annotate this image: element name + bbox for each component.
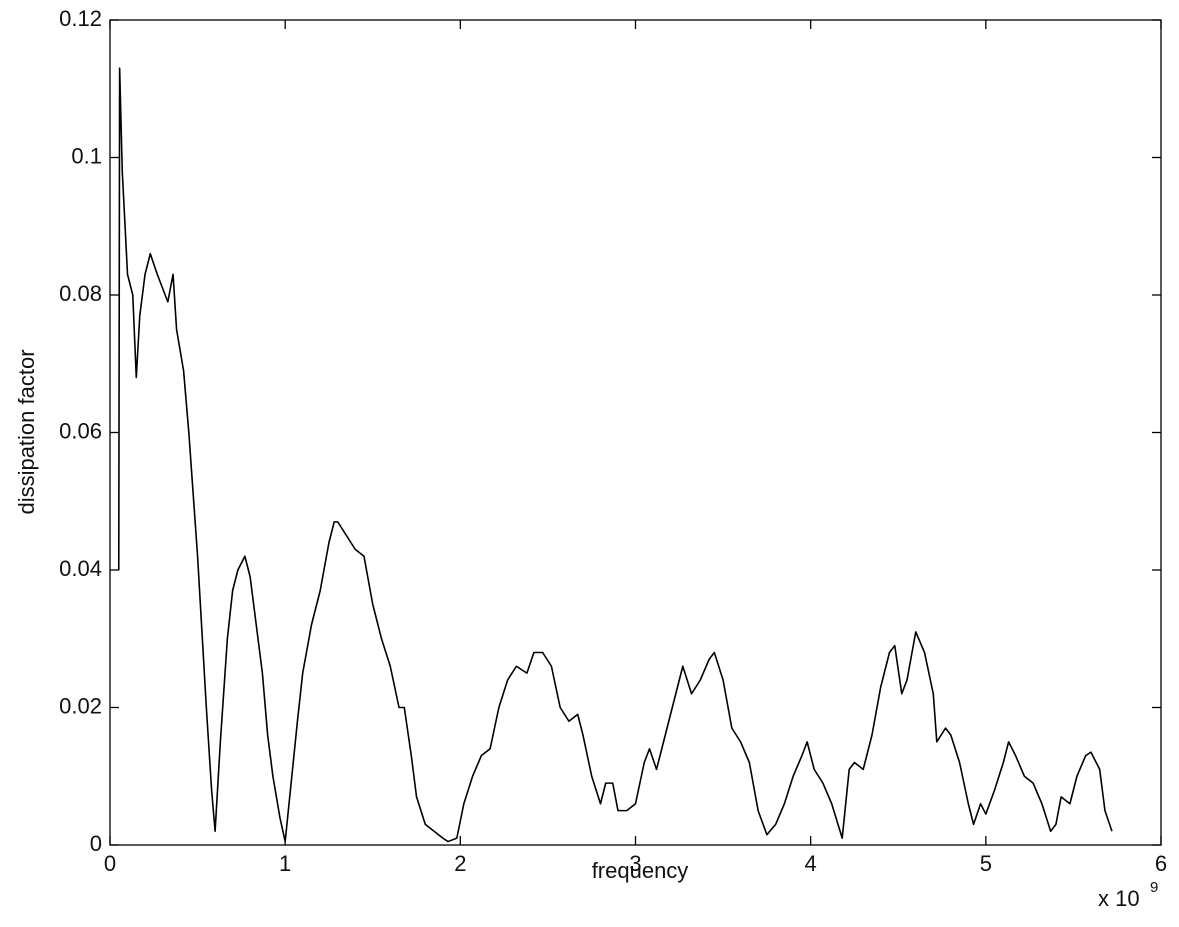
y-axis-label: dissipation factor xyxy=(14,349,39,514)
y-tick-label: 0.12 xyxy=(59,6,102,31)
x-scale-base: x 10 xyxy=(1098,886,1140,911)
x-tick-label: 3 xyxy=(629,851,641,876)
y-tick-label: 0.04 xyxy=(59,556,102,581)
x-tick-label: 5 xyxy=(980,851,992,876)
plot-frame xyxy=(109,19,1162,846)
y-tick-label: 0.02 xyxy=(59,693,102,718)
x-tick-label: 1 xyxy=(279,851,291,876)
y-tick-label: 0.08 xyxy=(59,281,102,306)
y-tick-label: 0.06 xyxy=(59,418,102,443)
y-tick-label: 0 xyxy=(90,831,102,856)
x-tick-label: 6 xyxy=(1155,851,1167,876)
y-tick-label: 0.1 xyxy=(71,143,102,168)
x-tick-label: 0 xyxy=(104,851,116,876)
x-tick-label: 4 xyxy=(805,851,817,876)
x-axis-label: frequency xyxy=(592,858,689,883)
x-tick-label: 2 xyxy=(454,851,466,876)
data-line xyxy=(117,67,1113,843)
x-scale-exponent: 9 xyxy=(1150,879,1158,896)
